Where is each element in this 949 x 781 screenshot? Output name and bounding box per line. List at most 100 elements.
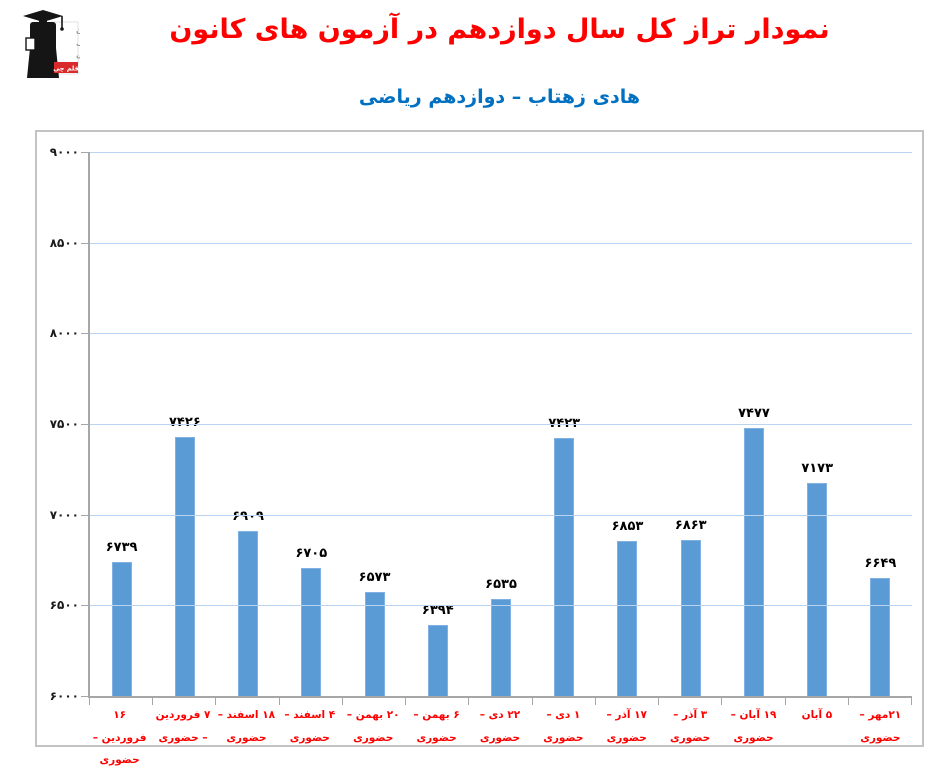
x-axis-tick <box>911 696 912 705</box>
category-label: ۱۷ آذر – حضوری <box>606 709 647 744</box>
x-axis-tick <box>89 696 90 705</box>
bar <box>870 578 891 696</box>
category-label: ۱ دی – حضوری <box>543 709 584 744</box>
x-axis-tick <box>152 696 154 705</box>
category-label: ۱۶ فروردین – حضوری <box>92 709 147 767</box>
bar <box>743 428 764 696</box>
x-axis-tick <box>405 696 407 705</box>
y-axis-tick <box>81 243 90 244</box>
y-axis-tick-label: ۶۰۰۰ <box>49 689 79 703</box>
bar-column: ۶۵۷۳ <box>343 152 406 696</box>
bar <box>174 437 195 696</box>
y-axis-tick-label: ۸۰۰۰ <box>49 326 79 340</box>
bar-column: ۶۶۴۹ <box>849 152 912 696</box>
gridline <box>90 424 912 425</box>
x-axis-tick <box>468 696 470 705</box>
bar-value-label: ۷۴۲۶ <box>168 415 201 430</box>
bar-column: ۷۱۷۳ <box>786 152 849 696</box>
bar-column: ۶۷۰۵ <box>280 152 343 696</box>
bar-value-label: ۷۴۷۷ <box>738 406 770 421</box>
bar <box>617 541 638 696</box>
logo-badge <box>54 62 78 73</box>
category-label: ۱۹ آبان – حضوری <box>730 709 777 744</box>
bar-value-label: ۶۶۴۹ <box>864 556 897 571</box>
y-axis-tick-label: ۶۵۰۰ <box>49 598 79 612</box>
plot-area: ۶۷۳۹ ۷۴۲۶ ۶۹۰۹ ۶۷۰۵ ۶۵۷۳ ۶۳۹۴ ۶۵۳۵ ۷۴۲۳ ۶۸۵۳ ۶۸۶۳… <box>81 152 912 705</box>
category-label: ۲۰ بهمن – حضوری <box>346 709 400 744</box>
bar-value-label: ۷۱۷۳ <box>801 461 834 476</box>
bar-value-label: ۶۷۰۵ <box>295 546 328 561</box>
bar-value-label: ۷۴۲۳ <box>548 416 581 431</box>
gridline <box>90 333 912 334</box>
x-axis-labels: ۲۱مهر – حضوری ۵ آبان ۱۹ آبان – حضوری ۳ آذر … <box>88 704 912 772</box>
x-axis-tick <box>721 696 723 705</box>
logo-org-line3: آموزش <box>76 49 80 59</box>
bar <box>491 599 512 696</box>
category-label: ۷ فروردین – حضوری <box>155 709 211 744</box>
bar-column: ۶۸۵۳ <box>596 152 659 696</box>
category-label: ۳ آذر – حضوری <box>670 709 711 744</box>
y-axis-tick-label: ۷۵۰۰ <box>49 417 79 431</box>
y-axis-tick <box>81 515 90 516</box>
bar-column: ۷۴۷۷ <box>722 152 785 696</box>
y-axis-tick <box>81 424 90 425</box>
category-label: ۶ بهمن – حضوری <box>413 709 460 744</box>
bar-column: ۶۵۳۵ <box>469 152 532 696</box>
logo-org-line1: کانون <box>76 26 80 35</box>
y-axis-tick <box>81 696 90 697</box>
bar-columns: ۶۷۳۹ ۷۴۲۶ ۶۹۰۹ ۶۷۰۵ ۶۵۷۳ ۶۳۹۴ ۶۵۳۵ ۷۴۲۳ ۶۸۵۳ ۶۸۶۳… <box>90 152 912 696</box>
x-axis-tick <box>847 696 849 705</box>
bar-value-label: ۶۹۰۹ <box>232 509 264 524</box>
page-title: نمودار تراز کل سال دوازدهم در آزمون های … <box>169 14 830 45</box>
x-axis-tick <box>658 696 660 705</box>
bar-value-label: ۶۵۷۳ <box>358 570 391 585</box>
bar-column: ۶۸۶۳ <box>659 152 722 696</box>
y-axis-labels: ۹۰۰۰ ۸۵۰۰ ۸۰۰۰ ۷۵۰۰ ۷۰۰۰ ۶۵۰۰ ۶۰۰۰ <box>37 145 81 703</box>
y-axis-tick-label: ۷۰۰۰ <box>49 508 79 522</box>
category-label: ۱۸ اسفند – حضوری <box>217 709 276 744</box>
gridline <box>90 515 912 516</box>
bar <box>238 531 259 696</box>
x-axis-tick <box>215 696 217 705</box>
y-axis-tick-label: ۸۵۰۰ <box>49 236 79 250</box>
y-axis-tick-label: ۹۰۰۰ <box>49 145 79 159</box>
category-label: ۵ آبان <box>801 709 833 721</box>
x-axis-tick <box>784 696 786 705</box>
bar <box>427 625 448 696</box>
bar-column: ۶۷۳۹ <box>90 152 153 696</box>
bar <box>111 562 132 696</box>
bar-value-label: ۶۵۳۵ <box>485 577 517 592</box>
gridline <box>90 243 912 244</box>
bar <box>554 438 575 696</box>
logo-badge-text: قلم چی <box>53 65 79 73</box>
graduate-logo-icon: کانون فرهنگی آموزش قلم چی <box>23 10 106 78</box>
bar <box>364 592 385 696</box>
x-axis-tick <box>341 696 343 705</box>
bar-value-label: ۶۳۹۴ <box>421 603 454 618</box>
y-axis-tick <box>81 333 90 334</box>
bar <box>807 483 828 696</box>
bar-column: ۶۳۹۴ <box>406 152 469 696</box>
bar <box>301 568 322 696</box>
bar-column: ۷۴۲۶ <box>153 152 216 696</box>
x-axis-tick <box>594 696 596 705</box>
y-axis-tick <box>81 152 90 153</box>
kanoon-logo: کانون فرهنگی آموزش قلم چی <box>18 8 106 84</box>
logo-org-line2: فرهنگی <box>76 38 80 47</box>
page-subtitle: هادی زهتاب – دوازدهم ریاضی <box>358 86 641 108</box>
gridline <box>90 605 912 606</box>
bar <box>680 540 701 696</box>
bar-column: ۷۴۲۳ <box>533 152 596 696</box>
chart-area: ۹۰۰۰ ۸۵۰۰ ۸۰۰۰ ۷۵۰۰ ۷۰۰۰ ۶۵۰۰ ۶۰۰۰ ۶۷۳۹ ۷۴۲۶ ۶۹۰… <box>35 130 924 766</box>
y-axis-tick <box>81 605 90 606</box>
x-axis-tick <box>278 696 280 705</box>
gridline <box>90 152 912 153</box>
bar-column: ۶۹۰۹ <box>216 152 279 696</box>
bar-value-label: ۶۸۵۳ <box>611 519 644 534</box>
graduate-figure-icon <box>23 10 64 78</box>
bar-value-label: ۶۸۶۳ <box>674 518 707 533</box>
x-axis-tick <box>531 696 533 705</box>
category-label: ۲۲ دی – حضوری <box>479 709 521 744</box>
category-label: ۲۱مهر – حضوری <box>859 709 902 744</box>
